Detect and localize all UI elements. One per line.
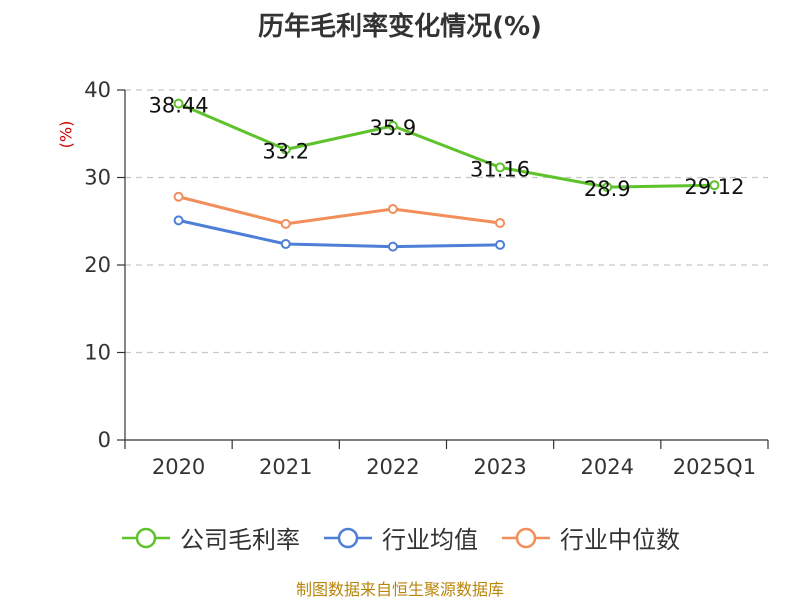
data-point	[173, 98, 184, 109]
data-point	[387, 204, 398, 214]
series-line	[178, 195, 501, 226]
data-point	[495, 218, 506, 228]
x-tick-label: 2022	[366, 455, 419, 479]
data-point	[280, 218, 291, 229]
x-tick-label: 2024	[581, 455, 634, 479]
legend-label: 行业均值	[382, 526, 478, 554]
legend-label: 公司毛利率	[180, 526, 300, 554]
data-point	[280, 239, 291, 249]
x-tick-label: 2021	[259, 455, 312, 479]
data-point	[387, 120, 398, 131]
x-tick-label: 2025Q1	[673, 455, 756, 479]
data-point	[280, 144, 291, 155]
legend-item: 公司毛利率	[120, 520, 300, 555]
data-label: 33.2	[262, 140, 309, 164]
y-tick-label: 10	[84, 341, 111, 365]
legend: 公司毛利率 行业均值 行业中位数	[0, 520, 800, 555]
legend-marker-icon	[502, 527, 550, 548]
data-point	[173, 191, 184, 202]
series-line	[177, 102, 715, 189]
y-tick-label: 20	[84, 253, 111, 277]
data-point	[709, 180, 720, 191]
legend-item: 行业均值	[322, 520, 478, 555]
x-tick-label: 2020	[152, 455, 205, 479]
legend-label: 行业中位数	[560, 526, 680, 554]
legend-marker-icon	[324, 527, 372, 548]
source-note: 制图数据来自恒生聚源数据库	[295, 580, 504, 599]
x-tick-label: 2023	[473, 455, 526, 479]
y-tick-label: 40	[84, 78, 111, 102]
data-point	[495, 162, 506, 173]
y-tick-label: 30	[84, 166, 111, 190]
data-point	[495, 239, 506, 250]
data-point	[173, 215, 184, 226]
data-point	[387, 241, 398, 252]
data-label: 31.16	[470, 157, 530, 181]
legend-marker-icon	[122, 527, 170, 548]
data-label: 28.9	[584, 177, 631, 201]
y-tick-label: 0	[98, 428, 111, 452]
series-line	[178, 218, 501, 249]
data-label: 38.44	[149, 94, 209, 118]
data-point	[602, 182, 613, 193]
data-label: 29.12	[684, 175, 744, 199]
chart-title: 历年毛利率变化情况(%)	[258, 12, 542, 42]
data-label: 35.9	[370, 116, 417, 140]
legend-item: 行业中位数	[500, 520, 680, 555]
